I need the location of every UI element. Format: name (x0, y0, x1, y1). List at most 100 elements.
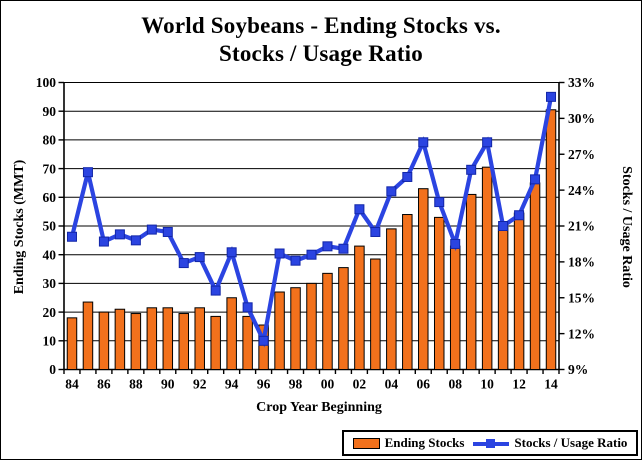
bar (545, 109, 557, 370)
bar (66, 317, 78, 370)
bar (338, 267, 349, 370)
left-axis-tick-label: 80 (43, 133, 57, 148)
x-axis-tick-label: 86 (97, 377, 111, 392)
bar (194, 307, 205, 371)
line-marker (434, 197, 445, 208)
line-marker (402, 171, 413, 182)
x-axis-tick-label: 96 (257, 377, 271, 392)
bar (370, 258, 381, 371)
line-marker (98, 236, 109, 247)
chart-title-line2: Stocks / Usage Ratio (219, 41, 423, 66)
bar (513, 212, 525, 370)
bar (114, 308, 126, 371)
line-marker (546, 91, 557, 102)
right-axis-tick-label: 24% (568, 183, 595, 198)
bar (146, 307, 158, 371)
bar (274, 291, 285, 371)
x-axis-tick-label: 98 (289, 377, 303, 392)
line-marker (130, 235, 141, 246)
bar (433, 216, 445, 370)
bar (210, 315, 221, 370)
x-axis-title: Crop Year Beginning (256, 400, 382, 415)
line-marker (210, 285, 221, 296)
right-axis-tick-label: 15% (568, 290, 595, 305)
left-axis-tick-label: 60 (43, 190, 57, 205)
right-axis-tick-label: 27% (568, 147, 595, 162)
right-axis-tick-label: 33% (568, 75, 595, 90)
line-marker (290, 255, 301, 266)
bar (306, 282, 317, 370)
line-marker (306, 249, 317, 260)
bar (322, 272, 333, 371)
left-axis-tick-label: 70 (43, 161, 57, 176)
line-marker (514, 210, 525, 221)
bar (130, 313, 142, 371)
line-marker (530, 174, 541, 185)
bar (82, 301, 94, 370)
bar (226, 297, 237, 370)
bar (418, 188, 429, 370)
line-marker (146, 224, 157, 235)
left-axis-tick-label: 100 (36, 75, 57, 90)
right-axis-title: Stocks / Usage Ratio (619, 166, 634, 288)
legend-item-ending-stocks: Ending Stocks (352, 435, 465, 451)
right-axis-tick-label: 30% (568, 111, 595, 126)
line-marker (162, 226, 173, 237)
bar-swatch-icon (352, 437, 380, 449)
line-marker (482, 137, 493, 148)
bar (449, 245, 461, 370)
x-axis-tick-label: 06 (417, 377, 431, 392)
bar (98, 311, 110, 371)
legend-label-ending-stocks: Ending Stocks (384, 435, 465, 450)
bar (481, 166, 493, 370)
line-marker (450, 238, 461, 249)
bar (465, 193, 477, 370)
bar (258, 324, 269, 371)
legend-label-stocks-usage-ratio: Stocks / Usage Ratio (514, 435, 628, 450)
line-marker (386, 186, 397, 197)
x-axis-tick-label: 02 (353, 377, 367, 392)
right-axis-tick-label: 18% (568, 255, 595, 270)
line-marker (194, 252, 205, 263)
left-axis-tick-label: 50 (43, 219, 57, 234)
line-marker (178, 258, 189, 269)
chart-title: World Soybeans - Ending Stocks vs. Stock… (1, 12, 641, 68)
x-axis-tick-label: 10 (480, 377, 494, 392)
line-marker (274, 248, 285, 259)
x-axis-tick-label: 12 (512, 377, 526, 392)
x-axis-tick-label: 04 (385, 377, 399, 392)
x-axis-tick-label: 88 (129, 377, 143, 392)
bar (290, 287, 301, 370)
x-axis-tick-label: 84 (65, 377, 79, 392)
line-marker (258, 335, 269, 346)
line-marker (498, 221, 509, 231)
bar (162, 307, 174, 371)
x-axis-tick-label: 00 (321, 377, 335, 392)
left-axis-tick-label: 10 (43, 334, 57, 349)
line-marker (322, 241, 333, 252)
left-axis-tick-label: 40 (43, 247, 57, 262)
x-axis-tick-label: 90 (161, 377, 175, 392)
line-marker (418, 137, 429, 148)
x-axis-tick-label: 94 (225, 377, 239, 392)
bar (402, 214, 413, 370)
left-axis-tick-label: 30 (43, 276, 57, 291)
line-marker (354, 204, 365, 215)
x-axis-tick-label: 08 (448, 377, 462, 392)
bar (354, 245, 365, 370)
chart-title-line1: World Soybeans - Ending Stocks vs. (141, 13, 501, 38)
line-marker (466, 164, 477, 175)
left-axis-tick-label: 90 (43, 104, 57, 119)
right-axis-tick-label: 21% (568, 219, 595, 234)
legend: Ending Stocks Stocks / Usage Ratio (342, 430, 638, 456)
right-axis-tick-label: 9% (568, 362, 588, 377)
bar (242, 315, 253, 370)
left-axis-title: Ending Stocks (MMT) (12, 159, 27, 295)
line-marker (82, 167, 93, 178)
bar (497, 226, 509, 370)
line-marker (242, 302, 253, 313)
x-axis-tick-label: 92 (193, 377, 207, 392)
bar (529, 182, 541, 370)
line-marker-icon (473, 438, 510, 448)
